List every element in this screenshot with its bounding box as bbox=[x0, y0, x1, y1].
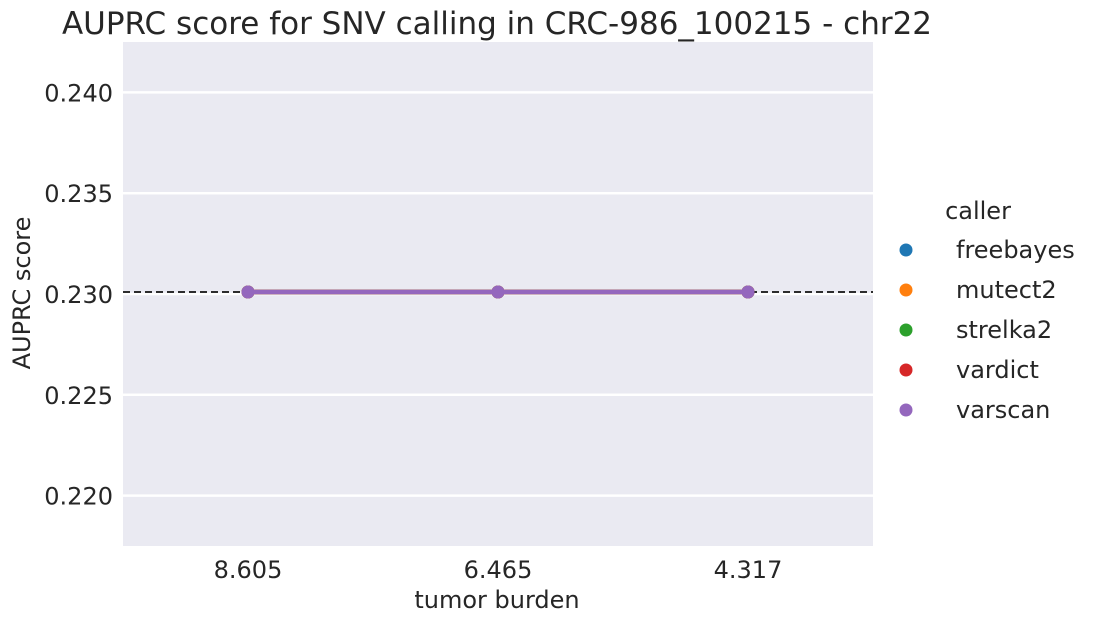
y-tick-labels: 0.220 0.225 0.230 0.235 0.240 bbox=[44, 79, 113, 510]
y-tick-label: 0.235 bbox=[44, 180, 113, 208]
y-axis-label: AUPRC score bbox=[8, 217, 36, 370]
data-point bbox=[241, 285, 255, 299]
legend-marker bbox=[899, 363, 913, 377]
legend-marker bbox=[899, 243, 913, 257]
y-tick-label: 0.220 bbox=[44, 483, 113, 511]
legend-items: freebayes mutect2 strelka2 vardict varscan bbox=[899, 236, 1075, 424]
legend: caller freebayes mutect2 strelka2 vardict va… bbox=[899, 197, 1075, 424]
y-tick-label: 0.240 bbox=[44, 79, 113, 107]
legend-item: vardict bbox=[899, 356, 1039, 384]
x-tick-labels: 8.605 6.465 4.317 bbox=[214, 556, 783, 584]
x-tick-label: 4.317 bbox=[714, 556, 783, 584]
legend-marker bbox=[899, 323, 913, 337]
series-layer bbox=[241, 285, 755, 299]
x-axis-label: tumor burden bbox=[414, 586, 579, 614]
data-point bbox=[741, 285, 755, 299]
legend-item: freebayes bbox=[899, 236, 1075, 264]
legend-label: varscan bbox=[956, 396, 1050, 424]
legend-item: varscan bbox=[899, 396, 1050, 424]
y-tick-label: 0.230 bbox=[44, 281, 113, 309]
chart-title: AUPRC score for SNV calling in CRC-986_1… bbox=[62, 6, 932, 42]
series-varscan bbox=[241, 285, 755, 299]
legend-label: mutect2 bbox=[956, 276, 1057, 304]
x-tick-label: 8.605 bbox=[214, 556, 283, 584]
x-tick-label: 6.465 bbox=[464, 556, 533, 584]
legend-label: freebayes bbox=[956, 236, 1075, 264]
legend-marker bbox=[899, 283, 913, 297]
legend-title: caller bbox=[945, 197, 1011, 225]
legend-marker bbox=[899, 403, 913, 417]
legend-label: strelka2 bbox=[956, 316, 1052, 344]
y-tick-label: 0.225 bbox=[44, 382, 113, 410]
legend-label: vardict bbox=[956, 356, 1039, 384]
legend-item: strelka2 bbox=[899, 316, 1052, 344]
legend-item: mutect2 bbox=[899, 276, 1057, 304]
data-point bbox=[491, 285, 505, 299]
